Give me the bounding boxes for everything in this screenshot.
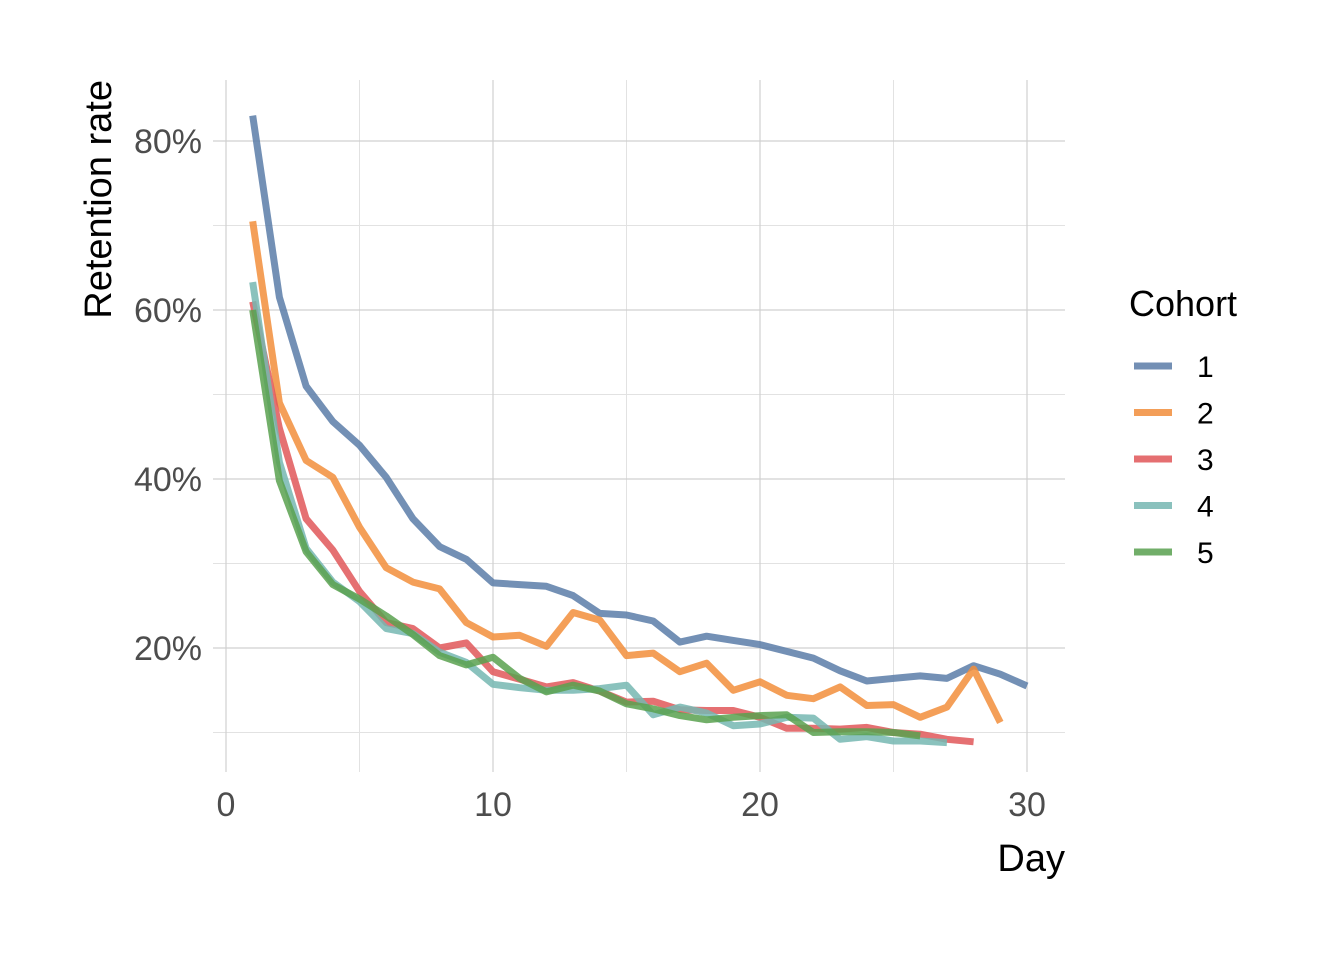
y-axis-title: Retention rate xyxy=(78,80,120,319)
y-tick-label: 80% xyxy=(134,123,202,161)
x-tick-label: 10 xyxy=(474,786,512,824)
legend-title: Cohort xyxy=(1129,283,1237,324)
legend: Cohort 1 2 3 4 5 xyxy=(1129,283,1237,570)
series-line-cohort-1 xyxy=(249,115,1029,690)
x-tick-label: 20 xyxy=(741,786,779,824)
series-lines xyxy=(249,115,1029,747)
x-axis-title: Day xyxy=(997,838,1065,880)
legend-label-cohort-2: 2 xyxy=(1197,398,1214,431)
legend-label-cohort-5: 5 xyxy=(1197,537,1214,570)
y-tick-label: 20% xyxy=(134,630,202,668)
series-line-cohort-5 xyxy=(249,309,921,740)
legend-label-cohort-3: 3 xyxy=(1197,444,1214,477)
x-tick-label: 30 xyxy=(1008,786,1046,824)
x-tick-label: 0 xyxy=(217,786,236,824)
y-tick-label: 60% xyxy=(134,292,202,330)
tick-labels: 0 10 20 30 20% 40% 60% 80% xyxy=(134,123,1046,824)
y-tick-label: 40% xyxy=(134,461,202,499)
legend-label-cohort-1: 1 xyxy=(1197,351,1214,384)
legend-label-cohort-4: 4 xyxy=(1197,491,1214,524)
series-line-cohort-3 xyxy=(249,300,974,746)
grid xyxy=(213,80,1065,772)
series-line-cohort-2 xyxy=(249,220,1004,724)
